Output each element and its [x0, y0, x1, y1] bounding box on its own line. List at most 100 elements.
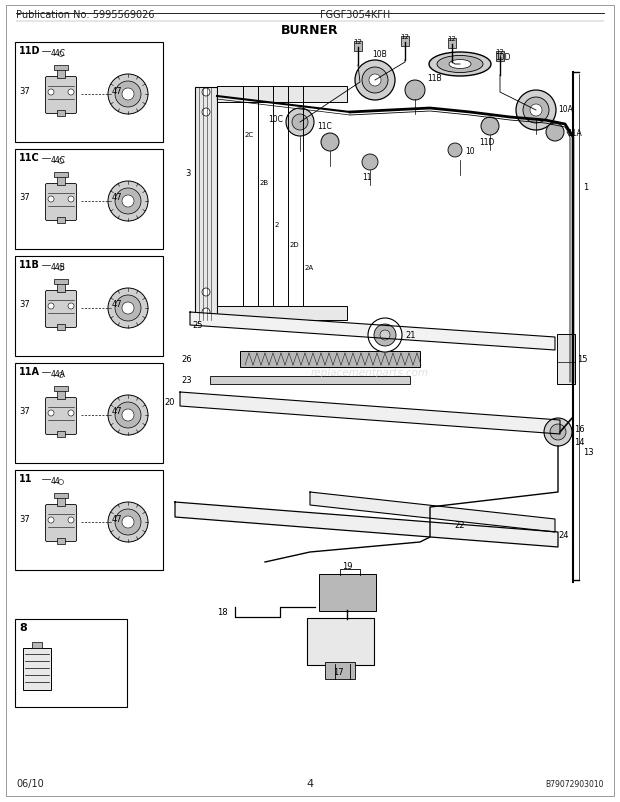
Circle shape: [122, 516, 134, 529]
Circle shape: [202, 289, 210, 297]
Bar: [15, 363, 163, 464]
Text: 11B: 11B: [427, 74, 441, 83]
Text: 18: 18: [218, 608, 228, 617]
Circle shape: [286, 109, 314, 137]
Circle shape: [108, 182, 148, 221]
Text: 2A: 2A: [305, 265, 314, 270]
Circle shape: [115, 509, 141, 535]
Circle shape: [369, 75, 381, 87]
Polygon shape: [180, 392, 560, 435]
Bar: [57, 282, 65, 293]
Text: 10B: 10B: [373, 50, 388, 59]
Text: 11: 11: [362, 172, 372, 182]
Circle shape: [48, 196, 54, 203]
Text: 26: 26: [182, 355, 192, 364]
Circle shape: [122, 89, 134, 101]
Text: 2: 2: [275, 221, 280, 228]
Circle shape: [368, 318, 402, 353]
Bar: [325, 662, 355, 679]
Circle shape: [550, 424, 566, 440]
Ellipse shape: [449, 60, 471, 70]
Text: 47: 47: [112, 300, 123, 309]
Circle shape: [108, 395, 148, 435]
Circle shape: [530, 105, 542, 117]
Circle shape: [108, 289, 148, 329]
Bar: [57, 111, 65, 117]
Circle shape: [202, 89, 210, 97]
FancyBboxPatch shape: [23, 648, 51, 691]
Circle shape: [546, 124, 564, 142]
Circle shape: [516, 91, 556, 131]
Ellipse shape: [437, 56, 483, 74]
Bar: [195, 88, 217, 322]
Bar: [448, 39, 456, 49]
Bar: [32, 642, 42, 648]
Circle shape: [523, 98, 549, 124]
Bar: [210, 376, 410, 384]
Text: 37: 37: [19, 87, 30, 95]
Bar: [57, 69, 65, 79]
Bar: [57, 176, 65, 186]
Text: 11B: 11B: [19, 260, 40, 269]
Text: 15: 15: [577, 355, 588, 364]
Circle shape: [115, 296, 141, 322]
Text: 22: 22: [454, 520, 465, 529]
Circle shape: [362, 68, 388, 94]
Polygon shape: [310, 492, 555, 533]
Text: 11A: 11A: [19, 367, 40, 376]
Bar: [354, 42, 362, 52]
Text: 44: 44: [51, 476, 61, 485]
Bar: [57, 538, 65, 545]
Text: 16: 16: [574, 425, 585, 434]
Circle shape: [362, 155, 378, 171]
Bar: [15, 43, 163, 143]
Text: BURNER: BURNER: [281, 24, 339, 37]
Text: 37: 37: [19, 300, 30, 309]
Bar: [15, 471, 163, 570]
Text: 10C: 10C: [268, 115, 283, 124]
Circle shape: [481, 118, 499, 136]
Circle shape: [202, 309, 210, 317]
Circle shape: [355, 61, 395, 101]
Text: 12: 12: [353, 39, 363, 45]
Bar: [217, 87, 347, 103]
Text: 8: 8: [19, 622, 27, 632]
Text: 44C: 44C: [51, 49, 66, 58]
Text: 37: 37: [19, 193, 30, 202]
Text: 23: 23: [182, 376, 192, 385]
Text: 12: 12: [401, 34, 409, 40]
Text: 4: 4: [306, 778, 314, 788]
FancyBboxPatch shape: [45, 505, 76, 542]
Text: 20: 20: [164, 398, 175, 407]
Text: 44C: 44C: [51, 156, 66, 164]
Text: 47: 47: [112, 407, 123, 416]
Polygon shape: [190, 313, 555, 350]
Text: 11C: 11C: [19, 153, 40, 163]
Text: 44B: 44B: [51, 263, 66, 272]
Circle shape: [122, 302, 134, 314]
Circle shape: [68, 304, 74, 310]
Bar: [217, 306, 347, 321]
Text: 1: 1: [583, 184, 588, 192]
Circle shape: [202, 109, 210, 117]
Text: 17: 17: [333, 667, 343, 676]
FancyBboxPatch shape: [307, 618, 374, 665]
Circle shape: [58, 160, 63, 164]
Bar: [57, 217, 65, 224]
Circle shape: [48, 304, 54, 310]
Circle shape: [544, 419, 572, 447]
Circle shape: [115, 188, 141, 215]
Text: 13: 13: [583, 448, 593, 457]
Ellipse shape: [429, 53, 491, 77]
Text: 10: 10: [465, 146, 475, 156]
Circle shape: [380, 330, 390, 341]
Bar: [54, 66, 68, 71]
Text: replacementparts.com: replacementparts.com: [311, 367, 429, 378]
Bar: [557, 334, 575, 384]
Text: 19: 19: [342, 561, 352, 570]
Circle shape: [68, 517, 74, 524]
Bar: [57, 325, 65, 330]
Circle shape: [122, 196, 134, 208]
Text: 11C: 11C: [317, 122, 332, 131]
Circle shape: [292, 115, 308, 131]
